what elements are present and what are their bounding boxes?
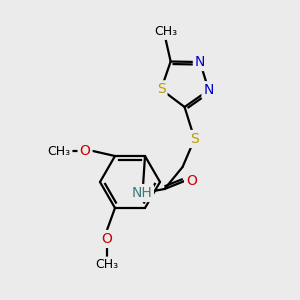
Text: S: S: [190, 132, 199, 146]
Text: CH₃: CH₃: [154, 25, 177, 38]
Text: O: O: [186, 174, 197, 188]
Text: NH: NH: [131, 186, 152, 200]
Text: O: O: [80, 144, 90, 158]
Text: N: N: [195, 55, 205, 69]
Text: N: N: [203, 83, 214, 97]
Text: S: S: [157, 82, 166, 96]
Text: CH₃: CH₃: [95, 259, 119, 272]
Text: CH₃: CH₃: [47, 145, 70, 158]
Text: O: O: [102, 232, 112, 246]
